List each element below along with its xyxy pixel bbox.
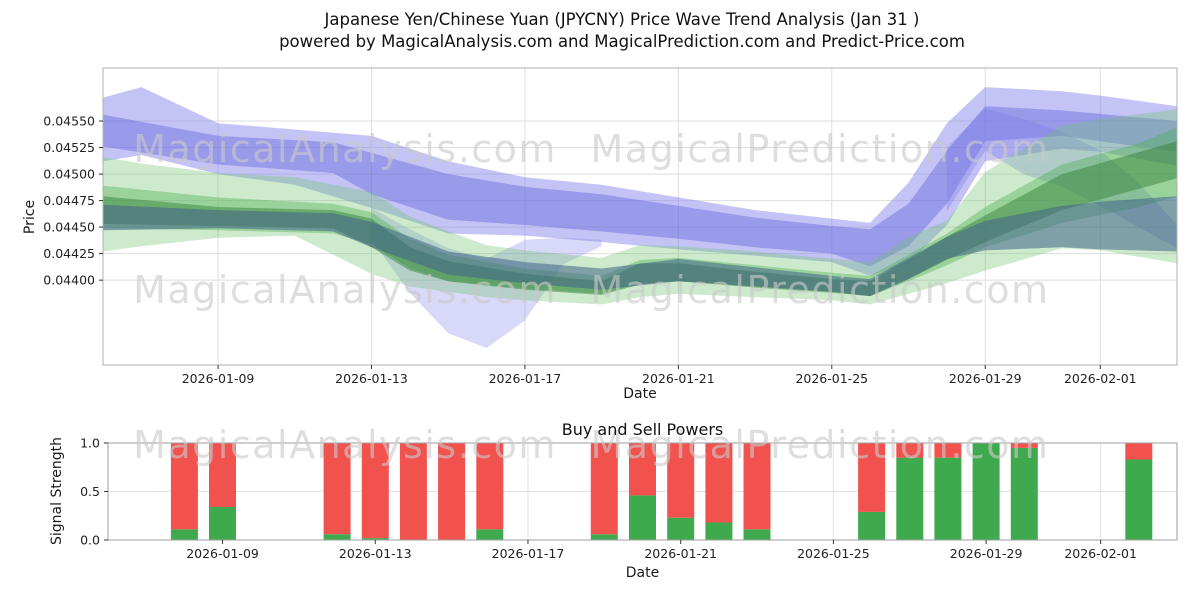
y-tick-label: 0.04525	[43, 140, 95, 155]
price-plot-border	[102, 67, 1178, 366]
date-axis-label-bottom: Date	[625, 565, 660, 581]
x-tick-label: 2026-01-09	[186, 546, 259, 561]
y-tick-label: 0.5	[80, 484, 100, 499]
figure-title-line2: powered by MagicalAnalysis.com and Magic…	[279, 32, 965, 51]
watermark: MagicalPrediction.com	[591, 127, 1050, 171]
y-tick-label: 0.04500	[43, 167, 95, 182]
buy-power-bar	[590, 534, 618, 540]
watermark: MagicalPrediction.com	[591, 268, 1050, 312]
watermark: MagicalAnalysis.com	[133, 127, 557, 171]
buy-power-bar	[361, 538, 389, 540]
buy-power-bar	[629, 495, 656, 540]
y-tick-label: 0.04425	[43, 246, 95, 261]
y-tick-label: 0.0	[80, 533, 100, 548]
y-tick-label: 0.04550	[43, 114, 95, 129]
sell-power-bar	[629, 443, 656, 496]
x-tick-label: 2026-01-21	[644, 546, 717, 561]
buy-power-bar	[667, 517, 695, 540]
x-tick-label: 2026-02-01	[1064, 371, 1137, 386]
signal-chart-title: Buy and Sell Powers	[561, 420, 724, 439]
x-tick-label: 2026-01-29	[950, 546, 1023, 561]
y-tick-label: 0.04400	[43, 273, 95, 288]
sell-power-bar	[934, 443, 962, 458]
x-tick-label: 2026-01-09	[182, 371, 255, 386]
y-tick-label: 0.04450	[43, 220, 95, 235]
signal-strength-axis-label: Signal Strength	[49, 436, 65, 546]
buy-power-bar	[1010, 447, 1038, 540]
figure-title-line1: Japanese Yen/Chinese Yuan (JPYCNY) Price…	[324, 10, 920, 29]
y-tick-label: 1.0	[80, 436, 100, 451]
buy-power-bar	[170, 529, 198, 540]
wave-band-green-outer	[103, 109, 1177, 305]
sell-power-bar	[170, 443, 198, 530]
buy-power-bar	[934, 457, 962, 540]
buy-power-bar	[972, 443, 1000, 540]
x-tick-label: 2026-01-17	[492, 546, 565, 561]
wave-band-green-mid	[103, 127, 1177, 297]
x-tick-label: 2026-01-13	[339, 546, 412, 561]
sell-power-bar	[858, 443, 886, 512]
wave-band-blue-outer	[103, 87, 1177, 276]
sell-power-bar	[896, 443, 924, 458]
x-tick-label: 2026-01-21	[642, 371, 715, 386]
sell-power-bar	[438, 443, 466, 540]
sell-power-bar	[667, 443, 695, 518]
sell-power-bar	[743, 443, 771, 530]
buy-power-bar	[1125, 459, 1153, 540]
x-tick-label: 2026-01-25	[795, 371, 868, 386]
buy-power-bar	[476, 529, 504, 540]
buy-power-bar	[858, 511, 886, 540]
sell-power-bar	[705, 443, 733, 523]
sell-power-bar	[1010, 443, 1038, 448]
sell-power-bar	[323, 443, 351, 535]
date-axis-label-top: Date	[623, 386, 657, 402]
wave-band-blue-inner	[103, 106, 1177, 267]
buy-power-bar	[209, 507, 236, 540]
sell-power-bar	[476, 443, 504, 530]
sell-power-bar	[209, 443, 236, 507]
price-axis-label: Price	[22, 199, 38, 235]
x-tick-label: 2026-01-25	[797, 546, 870, 561]
sell-power-bar	[399, 443, 427, 540]
sell-power-bar	[1125, 443, 1153, 460]
sell-power-bar	[361, 443, 389, 539]
x-tick-label: 2026-01-29	[949, 371, 1022, 386]
watermark: MagicalAnalysis.com	[133, 268, 557, 312]
buy-power-bar	[323, 534, 351, 540]
watermark: MagicalPrediction.com	[591, 423, 1050, 467]
wave-band-slate-core	[103, 196, 1177, 297]
x-tick-label: 2026-01-17	[489, 371, 562, 386]
x-tick-label: 2026-02-01	[1064, 546, 1137, 561]
x-tick-label: 2026-01-13	[335, 371, 408, 386]
buy-power-bar	[896, 457, 924, 540]
buy-power-bar	[743, 529, 771, 540]
y-tick-label: 0.04475	[43, 193, 95, 208]
watermark: MagicalAnalysis.com	[133, 423, 557, 467]
buy-power-bar	[705, 522, 733, 540]
sell-power-bar	[590, 443, 618, 535]
